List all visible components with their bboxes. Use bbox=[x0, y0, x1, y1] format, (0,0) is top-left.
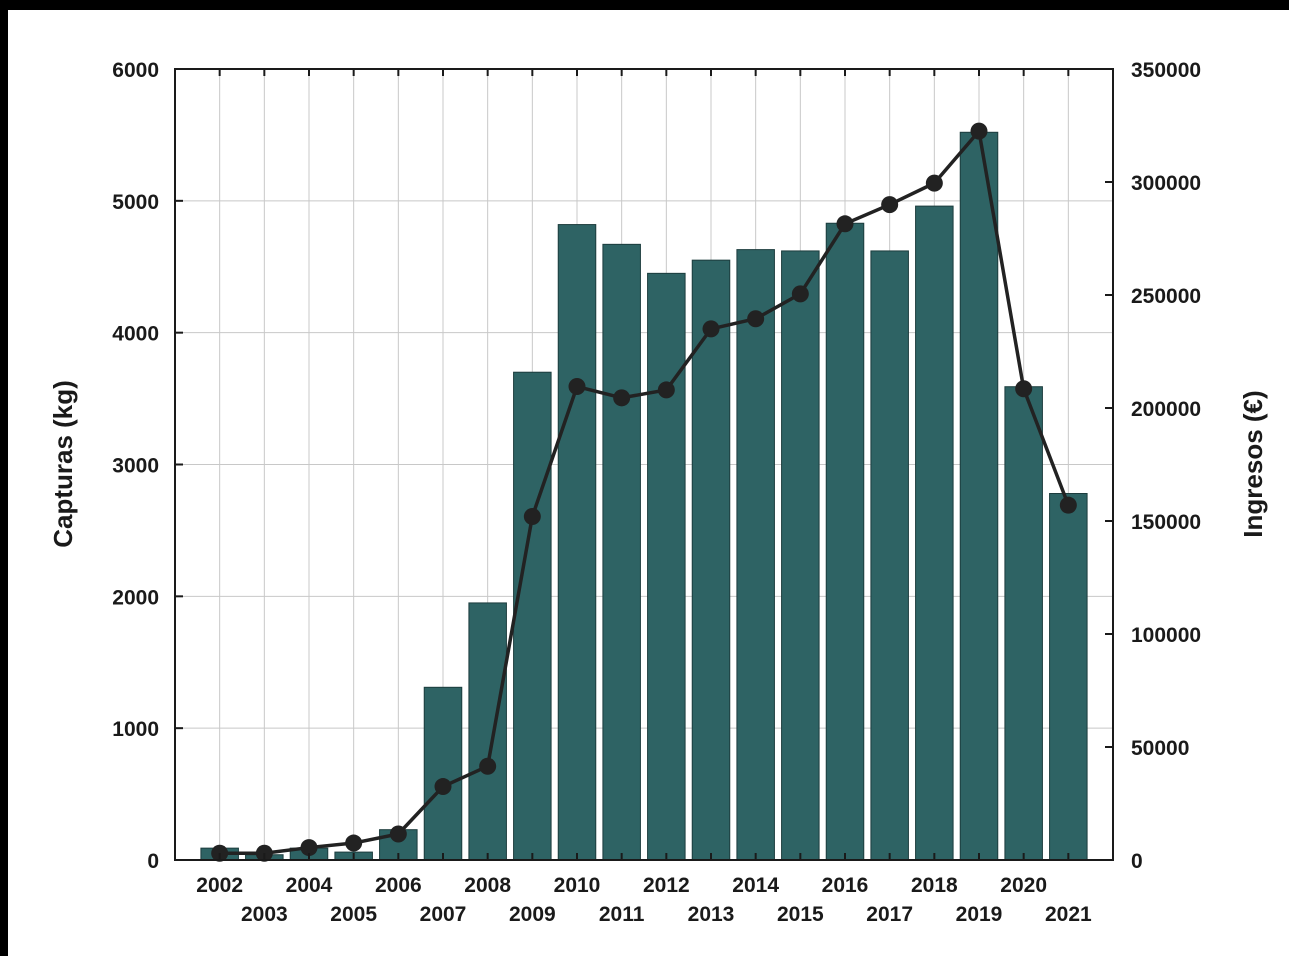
x-tick-label: 2011 bbox=[599, 903, 645, 926]
bar-2015 bbox=[781, 250, 820, 861]
right-tick-label: 350000 bbox=[1131, 59, 1201, 82]
left-tick-label: 6000 bbox=[112, 59, 159, 82]
right-tick-label: 250000 bbox=[1131, 285, 1201, 308]
point-2015 bbox=[791, 285, 809, 303]
bar-2013 bbox=[691, 259, 731, 861]
left-tick-label: 4000 bbox=[112, 323, 159, 346]
left-axis-tick-labels: 0 1000 2000 3000 4000 5000 6000 bbox=[112, 59, 159, 873]
x-tick-label: 2003 bbox=[241, 903, 288, 926]
x-tick-label: 2021 bbox=[1045, 903, 1092, 926]
x-tick-label: 2004 bbox=[286, 874, 333, 897]
point-2016 bbox=[836, 215, 854, 233]
bar-2009 bbox=[513, 371, 552, 861]
x-tick-label: 2018 bbox=[911, 874, 958, 897]
x-axis-tick-labels: 2002 2003 2004 2005 2006 2007 2008 2009 2010 2011… bbox=[196, 874, 1092, 926]
x-tick-label: 2019 bbox=[956, 903, 1003, 926]
x-tick-label: 2014 bbox=[732, 874, 779, 897]
line-series bbox=[211, 122, 1077, 862]
right-axis-tick-labels: 0 50000 100000 150000 200000 250000 300000 3500… bbox=[1131, 59, 1201, 873]
bar-2018 bbox=[915, 205, 954, 861]
bar-2008 bbox=[468, 602, 507, 861]
left-tick-label: 1000 bbox=[112, 718, 159, 741]
right-tick-label: 50000 bbox=[1131, 737, 1189, 760]
right-tick-label: 0 bbox=[1131, 850, 1143, 873]
point-2012 bbox=[657, 381, 675, 399]
right-tick-label: 200000 bbox=[1131, 398, 1201, 421]
bar-2007 bbox=[423, 686, 463, 861]
point-2005 bbox=[345, 834, 363, 852]
point-2006 bbox=[389, 825, 407, 843]
x-tick-label: 2020 bbox=[1000, 874, 1047, 897]
x-tick-label: 2016 bbox=[822, 874, 869, 897]
bar-series bbox=[200, 131, 1088, 861]
point-2019 bbox=[970, 122, 988, 140]
bar-2010 bbox=[557, 224, 597, 861]
right-tick-label: 300000 bbox=[1131, 172, 1201, 195]
x-tick-label: 2008 bbox=[464, 874, 511, 897]
bar-2017 bbox=[870, 250, 909, 861]
right-tick-label: 150000 bbox=[1131, 511, 1201, 534]
left-tick-label: 5000 bbox=[112, 191, 159, 214]
point-2011 bbox=[613, 389, 631, 407]
point-2013 bbox=[702, 320, 720, 338]
x-tick-label: 2012 bbox=[643, 874, 690, 897]
x-tick-label: 2010 bbox=[554, 874, 601, 897]
x-tick-label: 2013 bbox=[688, 903, 735, 926]
bar-2016 bbox=[825, 222, 865, 861]
left-tick-label: 2000 bbox=[112, 586, 159, 609]
point-2008 bbox=[479, 757, 497, 775]
point-2010 bbox=[568, 378, 586, 396]
x-tick-label: 2006 bbox=[375, 874, 422, 897]
point-2021 bbox=[1059, 496, 1077, 514]
bar-2020 bbox=[1004, 386, 1043, 861]
point-2014 bbox=[747, 310, 765, 328]
point-2007 bbox=[434, 778, 452, 796]
left-tick-label: 3000 bbox=[112, 455, 159, 478]
bar-2019 bbox=[959, 131, 999, 861]
tick-marks bbox=[175, 68, 1113, 861]
point-2020 bbox=[1015, 380, 1033, 398]
x-tick-label: 2017 bbox=[866, 903, 913, 926]
bar-2021 bbox=[1049, 493, 1088, 861]
x-tick-label: 2007 bbox=[420, 903, 467, 926]
x-tick-label: 2002 bbox=[196, 874, 243, 897]
point-2018 bbox=[925, 174, 943, 192]
left-tick-label: 0 bbox=[147, 850, 159, 873]
x-tick-label: 2015 bbox=[777, 903, 824, 926]
point-2017 bbox=[881, 196, 899, 214]
x-tick-label: 2005 bbox=[330, 903, 377, 926]
left-axis-title: Capturas (kg) bbox=[48, 380, 78, 548]
bar-2014 bbox=[736, 249, 775, 861]
x-tick-label: 2009 bbox=[509, 903, 556, 926]
bar-2012 bbox=[647, 272, 686, 861]
point-2004 bbox=[300, 839, 318, 857]
right-axis-title: Ingresos (€) bbox=[1238, 390, 1268, 537]
point-2009 bbox=[523, 507, 541, 525]
bar-2011 bbox=[602, 243, 641, 861]
right-tick-label: 100000 bbox=[1131, 624, 1201, 647]
